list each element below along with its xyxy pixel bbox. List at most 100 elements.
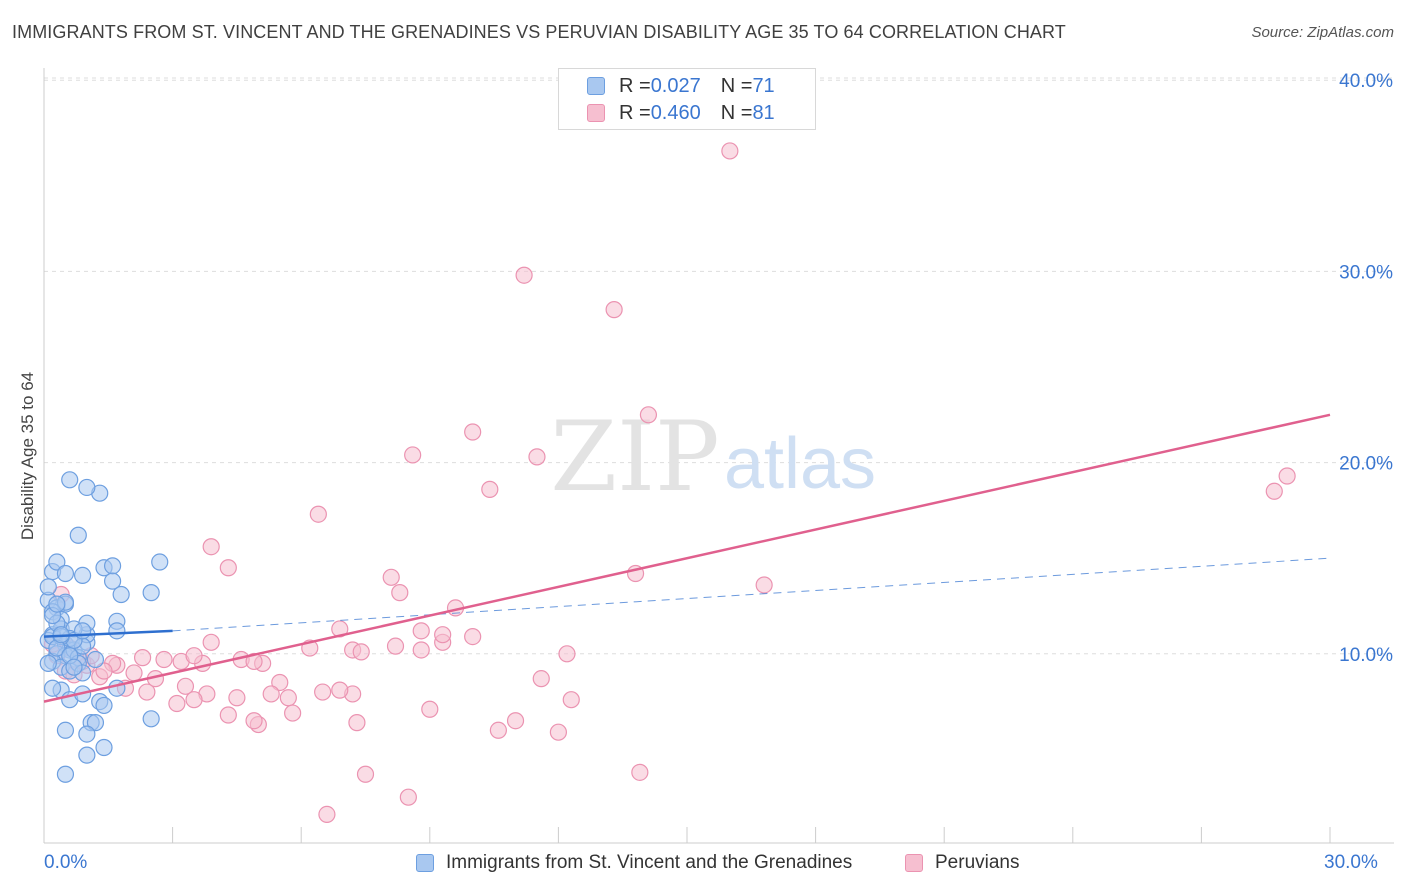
data-point-immigrants bbox=[95, 738, 113, 757]
data-point-peruvians bbox=[481, 480, 499, 498]
data-point-immigrants bbox=[48, 553, 66, 571]
bottom-legend-swatch-blue bbox=[416, 854, 434, 872]
data-point-immigrants bbox=[78, 725, 96, 743]
bottom-legend-peruvians: Peruvians bbox=[905, 852, 1020, 874]
data-point-peruvians bbox=[219, 559, 237, 577]
data-point-peruvians bbox=[528, 448, 546, 466]
data-point-immigrants bbox=[73, 622, 92, 640]
axes bbox=[43, 68, 1394, 844]
series-immigrants bbox=[39, 471, 169, 783]
data-point-peruvians bbox=[562, 691, 580, 709]
data-point-peruvians bbox=[125, 664, 143, 682]
legend-r-value: 0.027 bbox=[650, 74, 701, 97]
data-point-peruvians bbox=[245, 652, 263, 671]
data-point-peruvians bbox=[245, 712, 263, 730]
data-point-immigrants bbox=[43, 679, 62, 697]
data-point-peruvians bbox=[1265, 482, 1283, 500]
data-point-immigrants bbox=[112, 585, 130, 604]
data-point-immigrants bbox=[48, 595, 66, 613]
data-point-immigrants bbox=[56, 765, 75, 783]
data-point-peruvians bbox=[202, 633, 220, 651]
bottom-legend-label: Peruvians bbox=[935, 852, 1020, 873]
data-point-immigrants bbox=[142, 710, 160, 728]
data-point-peruvians bbox=[309, 505, 327, 523]
data-point-peruvians bbox=[1278, 467, 1296, 485]
data-point-immigrants bbox=[78, 478, 96, 497]
data-point-peruvians bbox=[279, 689, 297, 707]
legend-row-peruvians: R = 0.460 N = 81 bbox=[587, 100, 775, 126]
data-point-peruvians bbox=[399, 788, 417, 806]
data-point-peruvians bbox=[202, 538, 220, 556]
data-point-peruvians bbox=[382, 568, 400, 586]
data-point-peruvians bbox=[515, 266, 533, 284]
data-point-peruvians bbox=[348, 714, 366, 732]
data-point-peruvians bbox=[631, 763, 649, 781]
data-point-immigrants bbox=[39, 578, 57, 596]
source-label: Source: ZipAtlas.com bbox=[1251, 24, 1394, 41]
x-tick-label-max: 30.0% bbox=[1324, 852, 1378, 873]
data-point-peruvians bbox=[464, 423, 482, 441]
data-point-peruvians bbox=[532, 670, 550, 688]
data-point-peruvians bbox=[138, 683, 156, 701]
series-peruvians bbox=[43, 142, 1296, 824]
data-point-peruvians bbox=[412, 622, 430, 640]
legend-r-label: R = bbox=[619, 74, 651, 97]
bottom-legend-swatch-pink bbox=[905, 854, 923, 872]
data-point-peruvians bbox=[331, 620, 349, 638]
bottom-legend-immigrants: Immigrants from St. Vincent and the Gren… bbox=[416, 852, 852, 874]
data-point-immigrants bbox=[103, 572, 122, 590]
data-point-immigrants bbox=[56, 721, 75, 739]
watermark-atlas: atlas bbox=[724, 424, 876, 504]
data-point-immigrants bbox=[56, 564, 75, 583]
data-point-immigrants bbox=[65, 658, 83, 676]
data-point-immigrants bbox=[103, 557, 122, 575]
y-tick-labels: 10.0% 20.0% 30.0% 40.0% bbox=[1339, 71, 1393, 666]
data-point-peruvians bbox=[489, 721, 507, 739]
data-point-peruvians bbox=[721, 142, 739, 160]
legend-swatch-pink bbox=[587, 104, 605, 122]
data-point-peruvians bbox=[168, 694, 186, 713]
data-point-peruvians bbox=[133, 649, 152, 667]
data-point-peruvians bbox=[605, 301, 623, 319]
data-point-peruvians bbox=[549, 723, 568, 741]
watermark-zip: ZIP bbox=[550, 401, 719, 513]
data-point-peruvians bbox=[386, 637, 405, 655]
legend-r-value: 0.460 bbox=[650, 101, 701, 124]
y-tick-label: 10.0% bbox=[1339, 645, 1393, 666]
legend-n-value: 71 bbox=[752, 74, 775, 97]
data-point-peruvians bbox=[506, 712, 525, 730]
data-point-immigrants bbox=[95, 696, 113, 715]
data-point-peruvians bbox=[356, 765, 375, 783]
data-point-peruvians bbox=[219, 706, 237, 724]
data-point-peruvians bbox=[228, 689, 246, 707]
data-point-peruvians bbox=[558, 645, 576, 663]
data-point-peruvians bbox=[331, 681, 349, 699]
data-point-peruvians bbox=[262, 685, 280, 703]
data-point-peruvians bbox=[404, 446, 422, 464]
trend-lines bbox=[43, 413, 1331, 703]
data-point-immigrants bbox=[39, 654, 57, 672]
data-point-peruvians bbox=[352, 643, 370, 661]
data-point-immigrants bbox=[151, 553, 169, 571]
data-point-peruvians bbox=[318, 805, 336, 824]
correlation-legend: R = 0.027 N = 71 R = 0.460 N = 81 bbox=[558, 68, 816, 130]
legend-r-label: R = bbox=[619, 101, 651, 124]
data-point-immigrants bbox=[69, 526, 87, 544]
legend-n-value: 81 bbox=[752, 101, 775, 124]
data-point-peruvians bbox=[185, 647, 203, 665]
grid-lines bbox=[44, 77, 1394, 655]
data-point-peruvians bbox=[314, 683, 332, 701]
data-point-peruvians bbox=[421, 700, 439, 718]
data-point-peruvians bbox=[755, 576, 773, 594]
data-point-peruvians bbox=[639, 406, 658, 424]
chart-title: IMMIGRANTS FROM ST. VINCENT AND THE GREN… bbox=[12, 22, 1066, 42]
data-point-peruvians bbox=[176, 677, 195, 695]
data-point-peruvians bbox=[412, 641, 430, 659]
data-point-peruvians bbox=[284, 704, 302, 722]
data-point-immigrants bbox=[73, 566, 92, 585]
data-point-immigrants bbox=[142, 584, 160, 602]
trend-line-immigrants bbox=[43, 629, 173, 638]
data-point-peruvians bbox=[464, 627, 482, 646]
bottom-legend-label: Immigrants from St. Vincent and the Gren… bbox=[446, 852, 853, 873]
